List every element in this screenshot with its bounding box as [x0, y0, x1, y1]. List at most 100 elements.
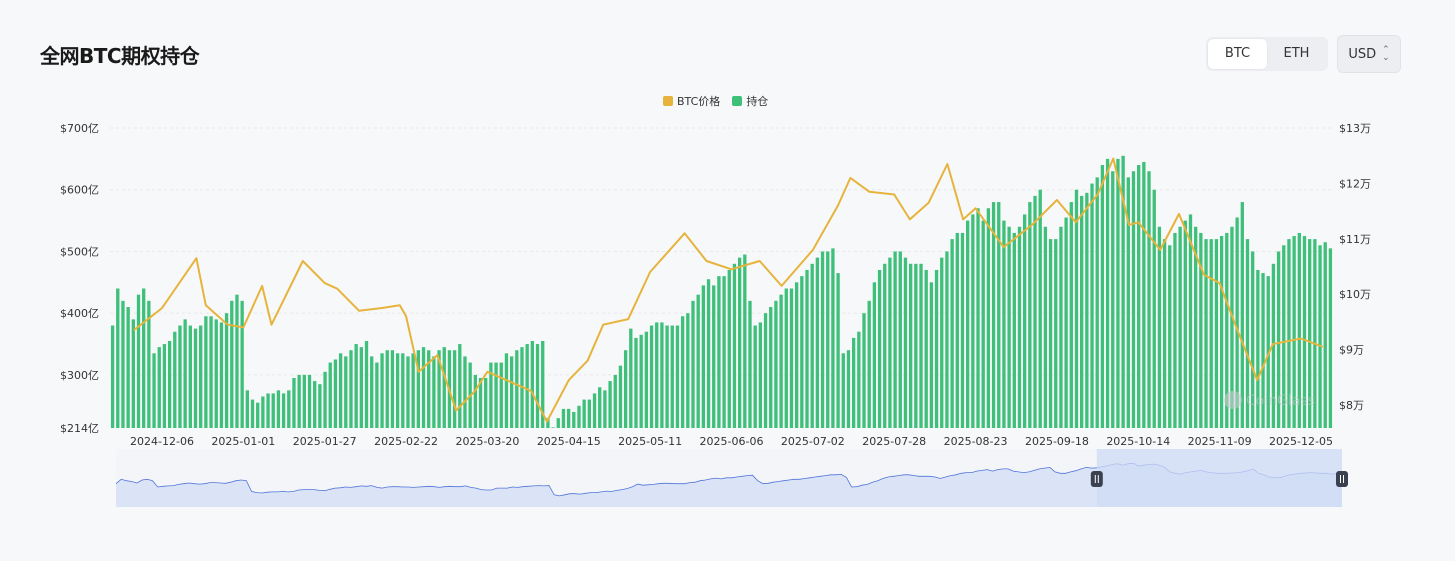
oi-bar: [971, 214, 975, 428]
oi-bar: [556, 418, 560, 428]
oi-bar: [1121, 155, 1125, 428]
oi-bar: [976, 208, 980, 428]
oi-bar: [530, 340, 535, 428]
oi-bar: [1261, 273, 1265, 428]
oi-bar: [888, 257, 892, 428]
y-left-tick: $300亿: [60, 369, 99, 382]
oi-bar: [613, 374, 617, 428]
oi-bar: [142, 288, 146, 428]
oi-bar: [178, 325, 182, 428]
oi-bar: [1240, 202, 1244, 428]
oi-bar: [1183, 220, 1187, 428]
oi-bar: [1002, 220, 1006, 428]
oi-bar: [743, 254, 747, 428]
legend-swatch-oi: [732, 96, 743, 106]
pause-handle-icon: [1090, 471, 1103, 487]
oi-bar: [1251, 251, 1255, 428]
oi-bar: [701, 285, 706, 428]
oi-bar: [209, 316, 213, 428]
oi-bar: [1162, 239, 1167, 428]
oi-bar: [276, 390, 281, 428]
oi-bar: [1147, 171, 1151, 428]
oi-bars: [110, 155, 1333, 428]
legend-item-price[interactable]: BTC价格: [663, 93, 720, 109]
oi-bar: [318, 384, 322, 428]
oi-bar: [427, 350, 431, 428]
oi-bar: [639, 334, 643, 428]
oi-bar: [1199, 232, 1203, 428]
oi-bar: [706, 279, 711, 428]
oi-bar: [1007, 226, 1011, 428]
oi-bar: [484, 378, 488, 428]
oi-bar: [494, 362, 498, 428]
oi-bar: [914, 263, 918, 428]
oi-bar: [442, 347, 446, 428]
oi-bar: [1308, 239, 1312, 428]
oi-bar: [655, 322, 659, 428]
oi-bar: [960, 232, 965, 428]
oi-bar: [934, 269, 939, 428]
oi-bar: [950, 239, 954, 428]
oi-bar: [789, 288, 794, 428]
oi-bar: [421, 347, 426, 428]
currency-select[interactable]: USD ⌃ ⌄: [1337, 35, 1401, 73]
oi-bar: [183, 319, 187, 428]
oi-bar: [504, 353, 509, 428]
oi-bar: [344, 356, 348, 428]
range-handle-left[interactable]: [1090, 471, 1103, 487]
oi-bar: [375, 362, 379, 428]
range-navigator: [115, 449, 1348, 507]
oi-bar: [1173, 232, 1177, 428]
oi-bar: [670, 325, 674, 428]
oi-bar: [370, 356, 374, 428]
oi-bar: [997, 202, 1001, 428]
oi-bar: [1080, 195, 1084, 428]
oi-bar: [1178, 226, 1182, 428]
oi-bar: [551, 427, 555, 428]
oi-bar: [525, 344, 529, 428]
oi-bar: [696, 294, 700, 428]
oi-bar: [1095, 177, 1099, 428]
oi-bar: [437, 350, 441, 428]
oi-bar: [121, 300, 125, 428]
oi-bar: [1152, 189, 1156, 428]
range-handle-right[interactable]: [1336, 471, 1348, 487]
axes-labels: $700亿 $600亿 $500亿 $400亿 $300亿 $214亿 $13万 $12万 $1…: [60, 122, 1371, 448]
tab-eth[interactable]: ETH: [1283, 46, 1310, 61]
oi-bar: [1313, 239, 1317, 428]
oi-bar: [1214, 239, 1219, 428]
oi-bar: [1085, 192, 1089, 428]
y-left-tick: $600亿: [60, 184, 99, 197]
oi-bar: [1069, 202, 1073, 428]
oi-bar: [634, 337, 638, 428]
currency-value: USD: [1348, 46, 1377, 62]
oi-bar: [136, 294, 141, 428]
tab-btc[interactable]: BTC: [1208, 39, 1267, 69]
oi-bar: [235, 294, 239, 428]
oi-bar: [499, 362, 503, 428]
oi-bar: [836, 273, 840, 428]
y-right-tick: $12万: [1339, 177, 1371, 190]
oi-bar: [266, 393, 270, 428]
x-tick: 2024-12-06: [130, 435, 194, 448]
oi-bar: [250, 399, 255, 428]
oi-bar: [986, 208, 991, 428]
oi-bar: [307, 374, 312, 428]
oi-bar: [675, 325, 680, 428]
oi-bar: [271, 393, 275, 428]
oi-bar: [1131, 171, 1136, 428]
oi-bar: [1328, 248, 1333, 428]
oi-bar: [1157, 226, 1162, 428]
oi-bar: [1287, 239, 1291, 428]
oi-bar: [1323, 242, 1327, 428]
oi-bar: [717, 276, 721, 428]
oi-bar: [333, 359, 338, 428]
x-tick: 2025-01-01: [211, 435, 275, 448]
oi-bar: [846, 350, 851, 428]
oi-bar: [416, 350, 420, 428]
oi-bar: [618, 365, 623, 428]
chevron-up-down-icon: ⌃ ⌄: [1382, 45, 1390, 63]
legend-item-oi[interactable]: 持仓: [732, 93, 768, 109]
oi-bar: [1012, 232, 1016, 428]
